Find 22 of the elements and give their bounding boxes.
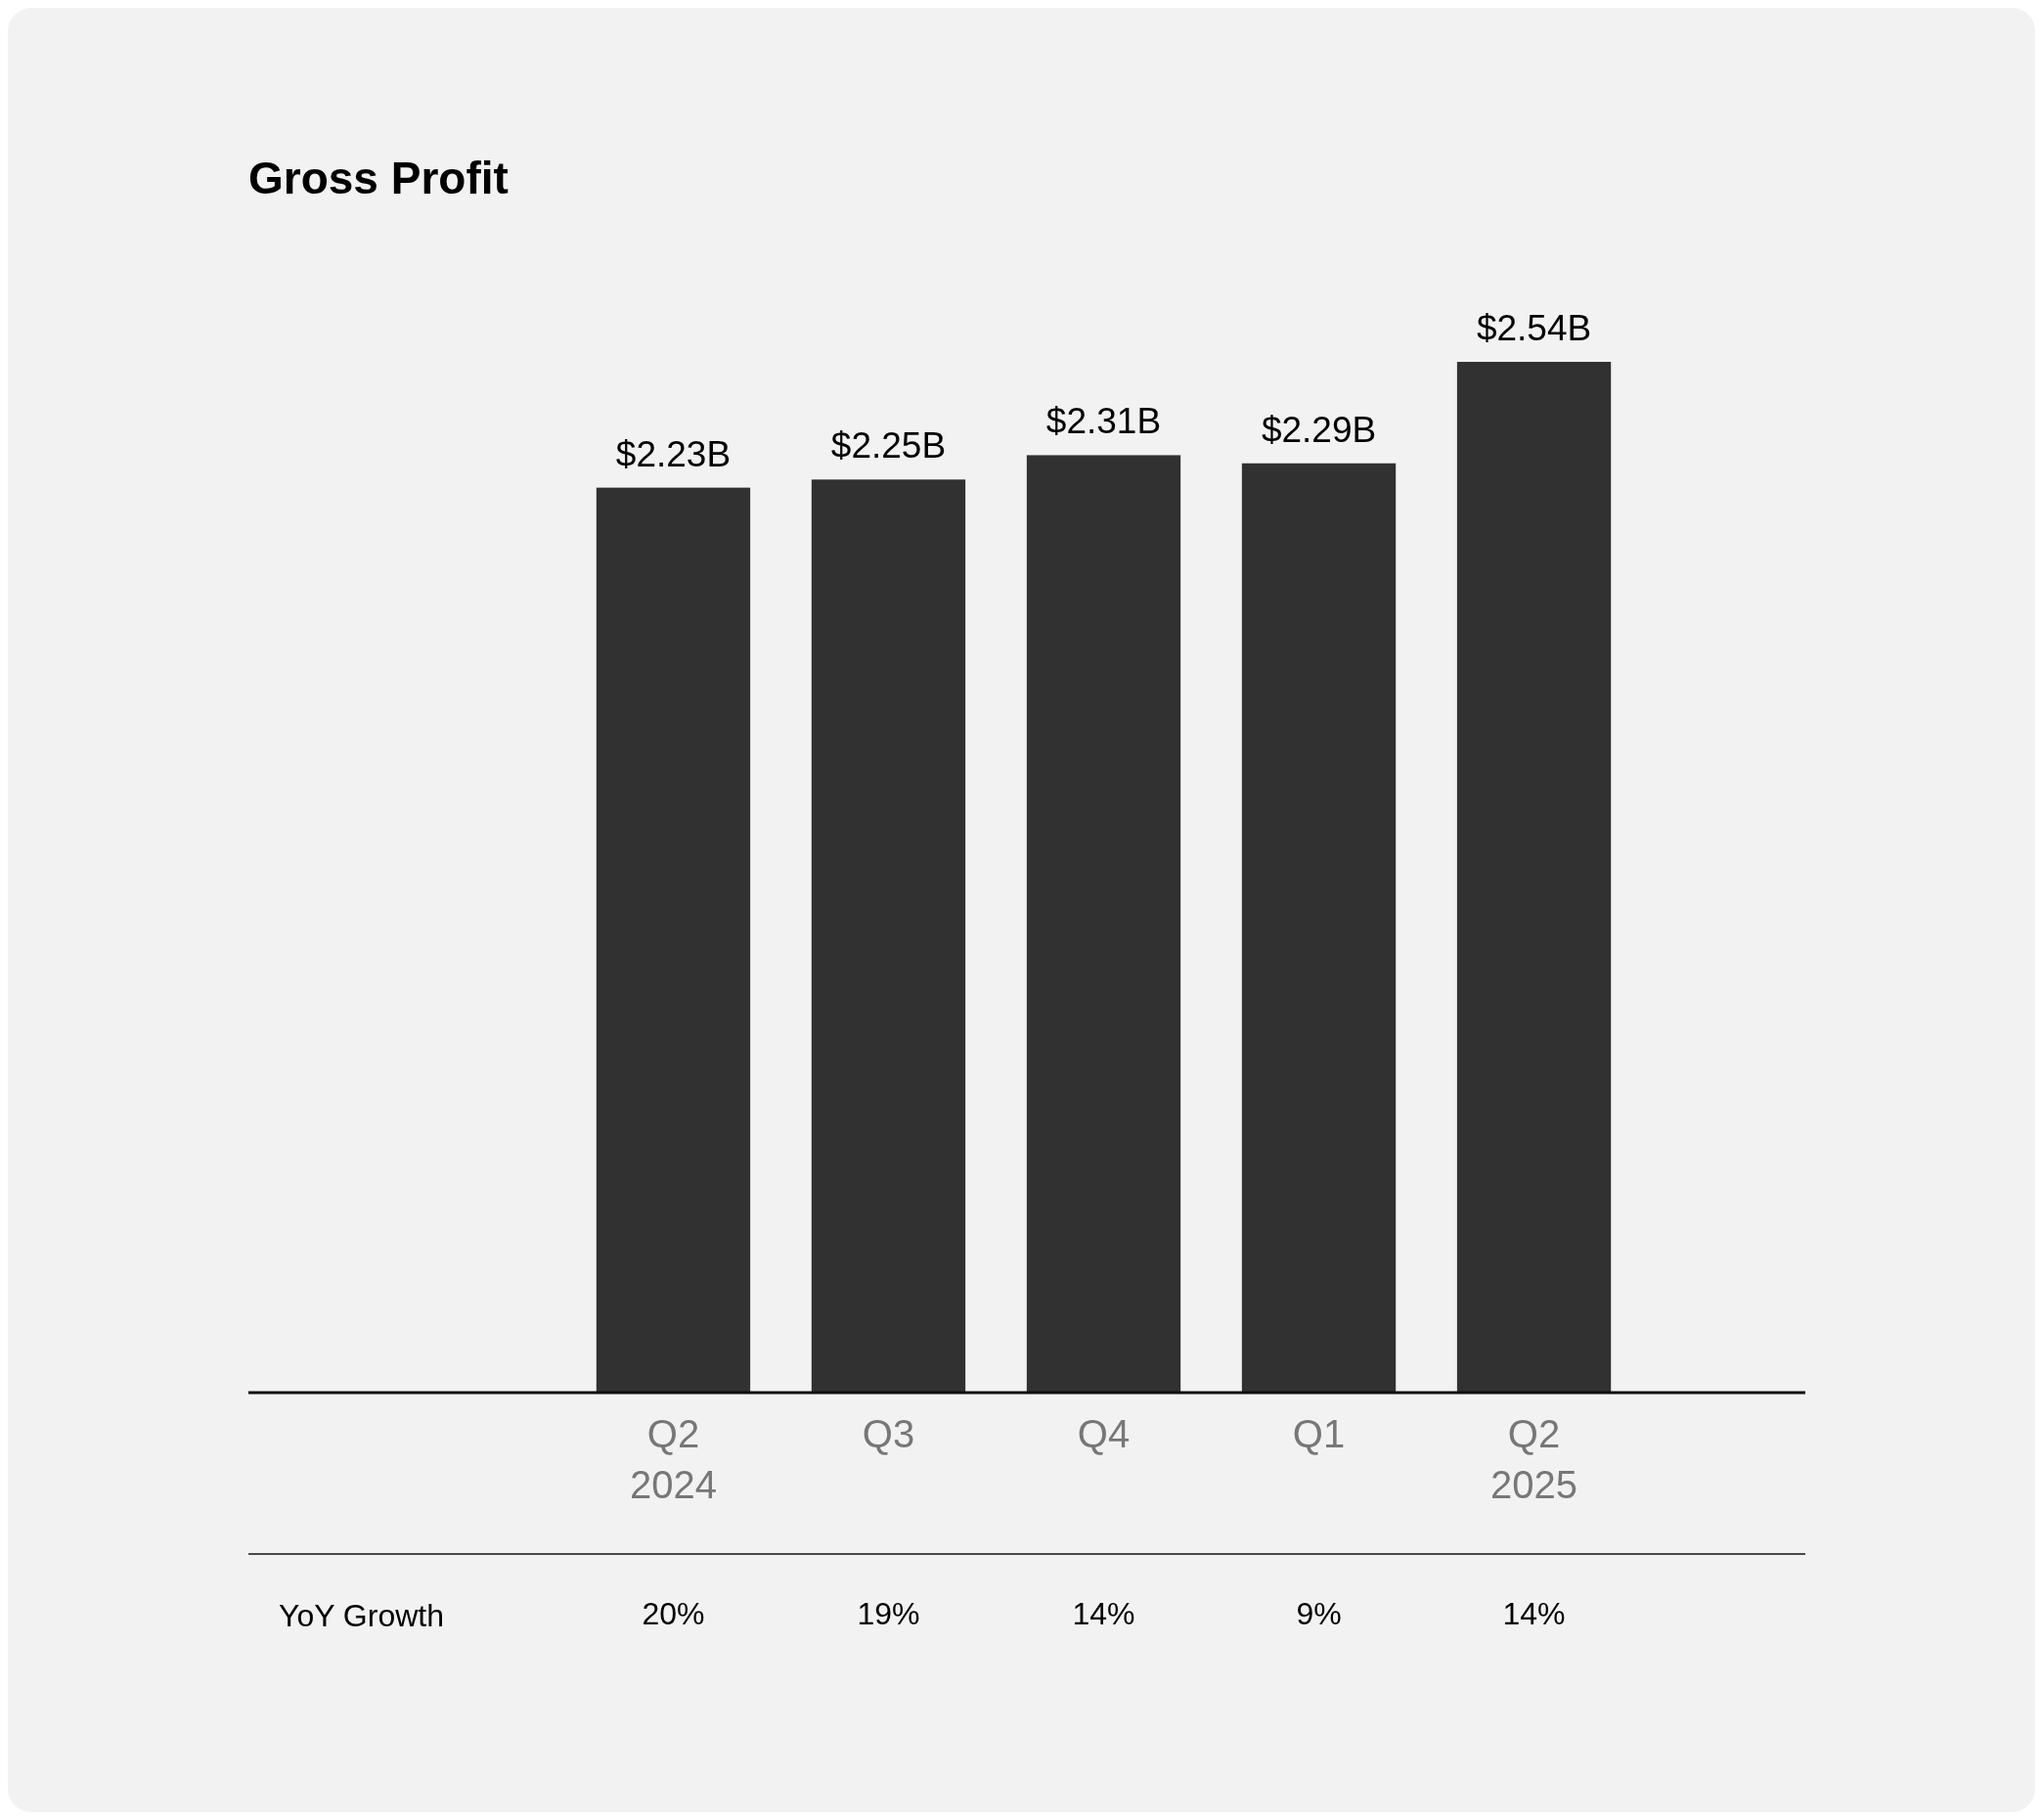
text: 19% bbox=[857, 1596, 920, 1631]
text: 9% bbox=[1296, 1596, 1342, 1631]
x-tick-label: Q2 2025 bbox=[1490, 1412, 1578, 1506]
x-tick-label: Q4 bbox=[1077, 1412, 1131, 1455]
bar bbox=[596, 487, 751, 1393]
x-tick-label: Q3 bbox=[862, 1412, 915, 1455]
bar bbox=[1241, 463, 1397, 1393]
data-label: $2.23B bbox=[615, 433, 732, 474]
bar bbox=[1026, 455, 1181, 1393]
text: 20% bbox=[642, 1596, 705, 1631]
text: YoY Growth bbox=[279, 1598, 444, 1633]
data-label: $2.29B bbox=[1261, 409, 1377, 450]
data-label: $2.54B bbox=[1476, 308, 1592, 348]
text: 14% bbox=[1072, 1596, 1135, 1631]
data-label: $2.25B bbox=[830, 425, 947, 466]
text: 14% bbox=[1502, 1596, 1566, 1631]
x-tick-label: Q1 bbox=[1292, 1412, 1346, 1455]
chart-title: Gross Profit bbox=[248, 153, 509, 203]
x-tick-label: Q2 2024 bbox=[629, 1412, 717, 1506]
bar bbox=[1456, 362, 1612, 1393]
bar bbox=[811, 479, 966, 1393]
data-label: $2.31B bbox=[1045, 401, 1162, 442]
